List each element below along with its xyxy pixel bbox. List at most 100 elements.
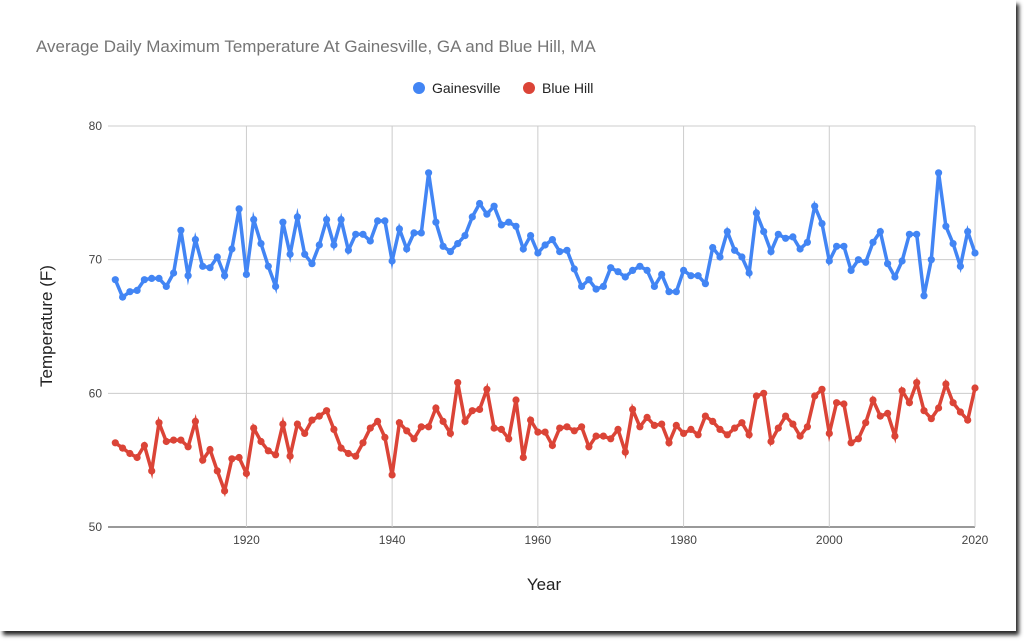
data-point-blue-hill bbox=[585, 443, 593, 451]
data-point-gainesville bbox=[833, 242, 841, 250]
data-point-blue-hill bbox=[629, 405, 637, 413]
data-point-gainesville bbox=[709, 244, 717, 252]
x-tick-label: 2000 bbox=[816, 533, 843, 547]
data-point-blue-hill bbox=[701, 412, 710, 420]
data-point-blue-hill bbox=[330, 425, 338, 433]
data-point-gainesville bbox=[403, 245, 411, 253]
data-point-blue-hill bbox=[468, 407, 476, 415]
data-point-gainesville bbox=[519, 245, 527, 253]
legend-label-gainesville: Gainesville bbox=[432, 80, 501, 96]
data-point-blue-hill bbox=[956, 408, 965, 416]
data-point-blue-hill bbox=[133, 453, 141, 462]
data-point-blue-hill bbox=[672, 421, 680, 429]
data-point-gainesville bbox=[927, 256, 935, 264]
y-tick-label: 70 bbox=[89, 253, 103, 267]
data-point-blue-hill bbox=[811, 392, 819, 400]
data-point-blue-hill bbox=[425, 423, 433, 431]
data-point-blue-hill bbox=[308, 416, 316, 424]
data-point-gainesville bbox=[971, 249, 979, 257]
data-point-blue-hill bbox=[774, 424, 782, 432]
data-point-gainesville bbox=[905, 230, 914, 238]
data-point-gainesville bbox=[534, 249, 542, 257]
data-point-gainesville bbox=[337, 216, 345, 224]
data-point-gainesville bbox=[505, 218, 513, 226]
data-point-gainesville bbox=[621, 273, 629, 281]
data-point-blue-hill bbox=[854, 435, 863, 443]
data-point-blue-hill bbox=[417, 423, 425, 431]
data-point-blue-hill bbox=[527, 416, 535, 424]
data-point-blue-hill bbox=[111, 439, 119, 447]
data-point-gainesville bbox=[541, 241, 549, 249]
y-axis-title: Temperature (F) bbox=[37, 265, 56, 387]
data-point-gainesville bbox=[177, 226, 185, 234]
data-point-blue-hill bbox=[556, 424, 564, 432]
data-point-gainesville bbox=[308, 260, 316, 268]
data-point-blue-hill bbox=[512, 396, 520, 404]
legend-marker-blue-hill bbox=[523, 82, 535, 94]
data-point-blue-hill bbox=[344, 449, 352, 458]
data-point-blue-hill bbox=[461, 417, 469, 425]
data-point-gainesville bbox=[884, 260, 892, 268]
data-point-blue-hill bbox=[935, 404, 943, 412]
data-point-blue-hill bbox=[432, 404, 440, 412]
data-point-gainesville bbox=[599, 282, 608, 290]
data-point-blue-hill bbox=[374, 417, 382, 425]
data-point-blue-hill bbox=[847, 439, 855, 447]
data-point-blue-hill bbox=[731, 424, 739, 432]
data-point-blue-hill bbox=[199, 456, 207, 464]
data-point-gainesville bbox=[235, 205, 243, 213]
data-point-gainesville bbox=[592, 285, 600, 293]
data-point-blue-hill bbox=[155, 419, 163, 427]
data-point-gainesville bbox=[184, 272, 192, 280]
data-point-blue-hill bbox=[658, 420, 666, 428]
data-point-blue-hill bbox=[891, 432, 899, 440]
data-point-blue-hill bbox=[694, 431, 702, 439]
data-point-gainesville bbox=[381, 217, 389, 225]
x-tick-label: 1920 bbox=[233, 533, 260, 547]
data-point-blue-hill bbox=[403, 427, 411, 435]
data-point-blue-hill bbox=[716, 425, 724, 433]
data-point-blue-hill bbox=[272, 451, 280, 459]
data-point-gainesville bbox=[607, 264, 615, 272]
data-point-gainesville bbox=[738, 253, 746, 261]
data-point-gainesville bbox=[913, 230, 921, 238]
data-point-blue-hill bbox=[279, 420, 287, 428]
legend-item-blue-hill: Blue Hill bbox=[523, 80, 593, 96]
data-point-blue-hill bbox=[126, 449, 134, 458]
data-point-blue-hill bbox=[381, 433, 389, 441]
data-point-gainesville bbox=[148, 274, 156, 282]
chart-frame: Average Daily Maximum Temperature At Gai… bbox=[36, 37, 989, 594]
data-point-gainesville bbox=[803, 238, 812, 246]
data-point-blue-hill bbox=[148, 467, 156, 475]
data-point-blue-hill bbox=[643, 413, 651, 421]
data-point-gainesville bbox=[119, 293, 127, 301]
data-point-gainesville bbox=[869, 238, 877, 246]
data-point-gainesville bbox=[512, 222, 520, 230]
data-point-gainesville bbox=[395, 225, 403, 233]
data-point-blue-hill bbox=[505, 435, 513, 443]
chart-title: Average Daily Maximum Temperature At Gai… bbox=[36, 37, 596, 56]
legend: Gainesville Blue Hill bbox=[413, 80, 593, 96]
data-point-blue-hill bbox=[570, 427, 578, 435]
data-point-blue-hill bbox=[454, 379, 462, 387]
data-point-blue-hill bbox=[337, 444, 345, 452]
data-point-gainesville bbox=[315, 241, 323, 249]
data-point-blue-hill bbox=[541, 428, 549, 436]
data-point-gainesville bbox=[483, 210, 491, 218]
data-point-blue-hill bbox=[913, 379, 921, 387]
data-point-blue-hill bbox=[862, 419, 870, 427]
data-point-gainesville bbox=[687, 272, 695, 280]
data-point-gainesville bbox=[461, 232, 469, 240]
data-point-blue-hill bbox=[760, 389, 768, 397]
data-point-blue-hill bbox=[119, 444, 127, 452]
data-point-gainesville bbox=[476, 199, 484, 208]
x-axis-title: Year bbox=[527, 575, 562, 594]
data-point-gainesville bbox=[344, 246, 352, 254]
data-point-blue-hill bbox=[446, 429, 454, 437]
data-point-gainesville bbox=[221, 272, 229, 280]
data-point-gainesville bbox=[352, 230, 360, 238]
data-point-blue-hill bbox=[840, 400, 848, 408]
data-point-gainesville bbox=[796, 245, 804, 253]
data-point-blue-hill bbox=[709, 417, 717, 425]
legend-marker-gainesville bbox=[413, 82, 425, 94]
